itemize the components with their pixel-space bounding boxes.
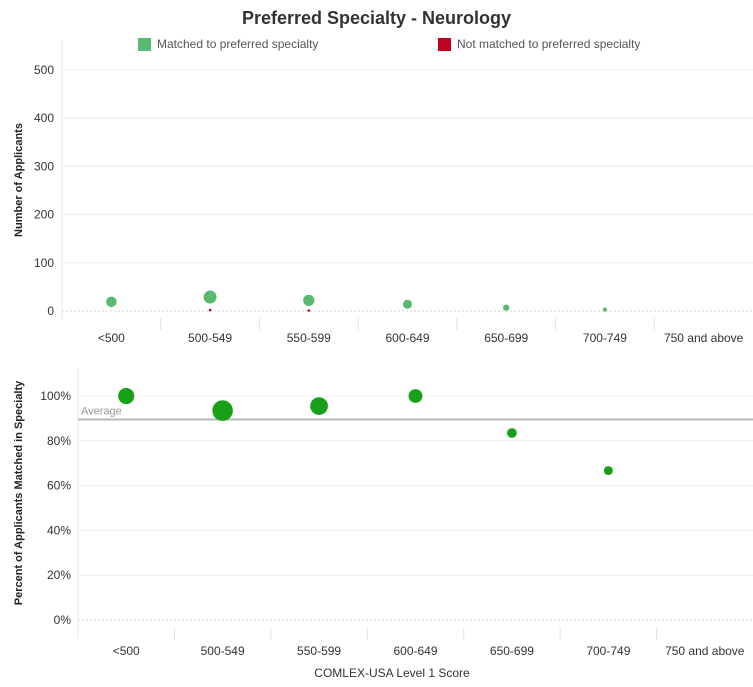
y-axis-label: Number of Applicants (13, 123, 25, 237)
x-tick-label: 550-599 (297, 644, 341, 658)
not-matched-point (307, 309, 311, 312)
legend-item-matched[interactable]: Matched to preferred specialty (138, 37, 318, 51)
x-tick-label: <500 (113, 644, 140, 658)
legend-item-not-matched[interactable]: Not matched to preferred specialty (438, 37, 640, 51)
x-tick-label: 750 and above (665, 644, 745, 658)
top-chart: 0 100 200 300 400 500 <500 500-549 550-599 600-64… (13, 40, 753, 345)
x-tick-label: 750 and above (664, 331, 744, 345)
percent-point (603, 466, 613, 476)
matched-point (106, 296, 117, 308)
percent-point (408, 389, 423, 403)
x-tick-label: 600-649 (393, 644, 437, 658)
y-tick-label: 300 (34, 159, 54, 173)
y-tick-label: 100 (34, 256, 54, 270)
percent-point (212, 400, 233, 421)
x-tick-label: <500 (98, 331, 125, 345)
y-tick-label: 500 (34, 63, 54, 77)
bottom-chart: 0% 20% 40% 60% 80% 100% Average <500 500-549 550-… (13, 368, 753, 680)
average-label: Average (81, 406, 122, 418)
legend-label-matched: Matched to preferred specialty (157, 37, 319, 51)
x-tick-label: 650-699 (484, 331, 528, 345)
matched-point (503, 304, 510, 311)
x-tick-label: 500-549 (201, 644, 245, 658)
x-tick-label: 700-749 (583, 331, 627, 345)
matched-point (403, 299, 412, 309)
legend-label-not-matched: Not matched to preferred specialty (457, 37, 641, 51)
percent-point (118, 387, 135, 405)
x-tick-label: 700-749 (586, 644, 630, 658)
legend-swatch-matched (138, 37, 151, 51)
x-tick-label: 650-699 (490, 644, 534, 658)
chart-title: Preferred Specialty - Neurology (241, 8, 512, 28)
y-tick-label: 40% (47, 523, 71, 537)
matched-point (602, 307, 608, 312)
y-axis-label: Percent of Applicants Matched in Special… (13, 380, 25, 605)
matched-point (303, 294, 315, 307)
y-tick-label: 80% (47, 434, 71, 448)
x-tick-label: 600-649 (385, 331, 429, 345)
y-tick-label: 0% (54, 613, 72, 627)
legend-swatch-not-matched (438, 37, 451, 51)
x-tick-label: 500-549 (188, 331, 232, 345)
y-tick-label: 100% (40, 389, 71, 403)
x-axis-label: COMLEX-USA Level 1 Score (314, 666, 470, 680)
x-tick-label: 550-599 (287, 331, 331, 345)
y-tick-label: 20% (47, 568, 71, 582)
y-tick-label: 60% (47, 479, 71, 493)
matched-point (203, 290, 217, 304)
not-matched-point (208, 308, 212, 312)
y-tick-label: 200 (34, 208, 54, 222)
y-tick-label: 400 (34, 111, 54, 125)
y-tick-label: 0 (47, 304, 54, 318)
percent-point (310, 397, 328, 415)
percent-point (507, 428, 517, 438)
